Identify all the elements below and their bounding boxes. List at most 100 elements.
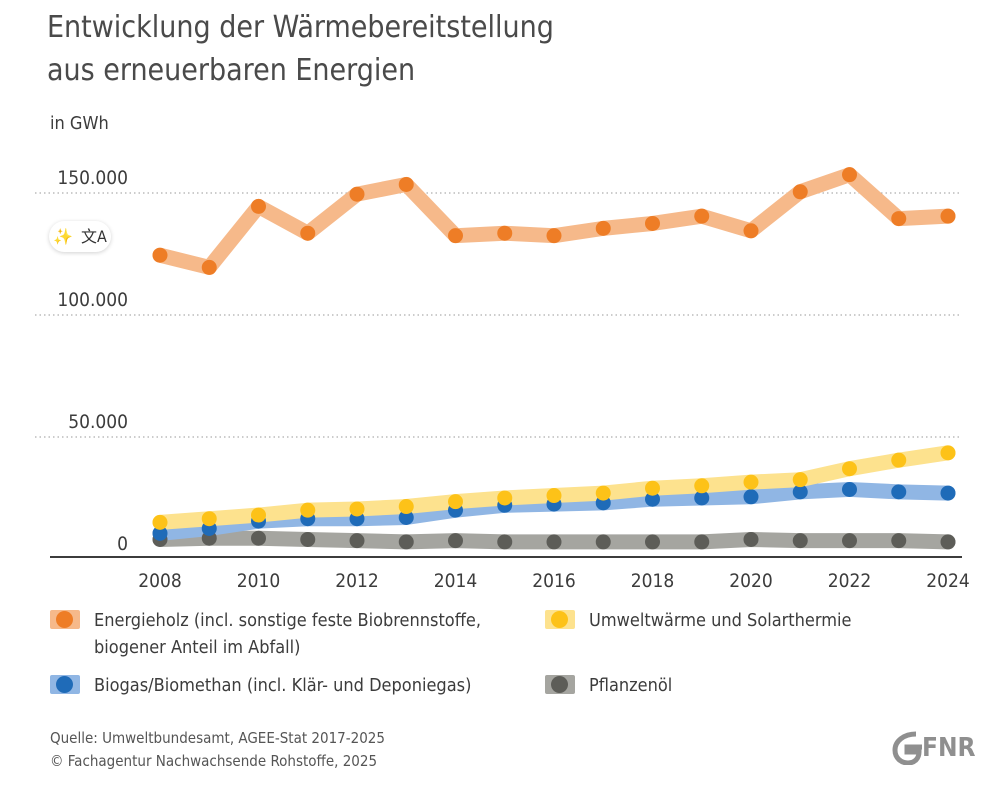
legend-label-biogas: Biogas/Biomethan (incl. Klär- und Deponi… bbox=[94, 675, 472, 696]
fnr-logo-text: FNR bbox=[922, 733, 976, 763]
series-0-point bbox=[398, 176, 414, 192]
series-1-point bbox=[842, 461, 857, 477]
fnr-logo-icon bbox=[892, 731, 922, 765]
series-3-point bbox=[694, 534, 710, 550]
magic-wand-icon[interactable]: ✨ bbox=[53, 226, 74, 246]
legend-swatch-umweltwaerme bbox=[545, 610, 575, 629]
source-line: Quelle: Umweltbundesamt, AGEE-Stat 2017-… bbox=[50, 729, 385, 747]
series-1-point bbox=[398, 499, 414, 515]
legend-item-umweltwaerme: Umweltwärme und Solarthermie bbox=[545, 607, 851, 634]
legend-marker-energieholz bbox=[56, 611, 73, 628]
series-0-point bbox=[940, 208, 956, 224]
legend-marker-biogas bbox=[56, 676, 73, 693]
fnr-logo: FNR bbox=[892, 731, 976, 765]
series-2-point bbox=[891, 484, 907, 500]
series-0-point bbox=[546, 228, 562, 244]
legend-item-biogas: Biogas/Biomethan (incl. Klär- und Deponi… bbox=[50, 672, 471, 699]
series-0-point bbox=[448, 228, 463, 244]
x-tick-label: 2016 bbox=[532, 570, 576, 592]
legend-label-energieholz-line1: Energieholz (incl. sonstige feste Biobre… bbox=[94, 610, 481, 631]
source-note: Quelle: Umweltbundesamt, AGEE-Stat 2017-… bbox=[50, 727, 385, 773]
series-3-point bbox=[940, 534, 956, 550]
legend-label-pflanzenoel: Pflanzenöl bbox=[589, 675, 673, 696]
series-0-point bbox=[300, 225, 316, 241]
series-2-point bbox=[842, 481, 857, 497]
legend-swatch-energieholz bbox=[50, 610, 80, 629]
series-1-point bbox=[694, 478, 710, 494]
series-1-point bbox=[251, 507, 266, 523]
series-3-point bbox=[546, 534, 562, 550]
series-3-point bbox=[595, 534, 611, 550]
series-1-point bbox=[152, 514, 168, 530]
series-3-point bbox=[300, 531, 316, 547]
series-1-point bbox=[201, 511, 217, 527]
x-tick-label: 2014 bbox=[434, 570, 478, 592]
series-3-point bbox=[743, 531, 759, 547]
series-2-point bbox=[152, 525, 168, 541]
series-0-point bbox=[595, 220, 611, 236]
series-band-0 bbox=[152, 167, 956, 275]
series-1-point bbox=[645, 480, 660, 496]
x-tick-label: 2018 bbox=[631, 570, 675, 592]
legend-swatch-biogas bbox=[50, 675, 80, 694]
series-1-point bbox=[595, 485, 611, 501]
series-1-point bbox=[940, 445, 956, 461]
series-0-point bbox=[645, 215, 660, 231]
x-tick-label: 2010 bbox=[237, 570, 281, 592]
x-tick-label: 2020 bbox=[729, 570, 773, 592]
series-0-point bbox=[349, 186, 365, 202]
series-3-point bbox=[398, 534, 414, 550]
y-tick-label: 150.000 bbox=[57, 167, 128, 189]
series-1-point bbox=[743, 474, 759, 490]
chart-title-line1: Entwicklung der Wärmebereitstellung bbox=[47, 10, 554, 45]
y-tick-label: 50.000 bbox=[68, 411, 128, 433]
series-3-point bbox=[842, 533, 857, 549]
series-0-point bbox=[201, 259, 217, 275]
series-3-point bbox=[645, 534, 660, 550]
series-0-point bbox=[891, 211, 907, 227]
y-tick-label: 0 bbox=[117, 533, 128, 555]
series-0-point bbox=[792, 184, 808, 200]
series-3-point bbox=[792, 533, 808, 549]
series-2-point bbox=[940, 485, 956, 501]
legend-label-energieholz-line2: biogener Anteil im Abfall) bbox=[94, 637, 301, 658]
copyright-line: © Fachagentur Nachwachsende Rohstoffe, 2… bbox=[50, 752, 378, 770]
series-0-point bbox=[152, 247, 168, 263]
series-3-point bbox=[349, 533, 365, 549]
series-2-point bbox=[645, 491, 660, 507]
series-2-point bbox=[792, 484, 808, 500]
y-axis-unit-label: in GWh bbox=[50, 113, 109, 134]
legend-label-umweltwaerme: Umweltwärme und Solarthermie bbox=[589, 610, 852, 631]
series-3-point bbox=[497, 534, 513, 550]
series-0-point bbox=[497, 225, 513, 241]
series-0-point bbox=[694, 208, 710, 224]
legend-marker-pflanzenoel bbox=[551, 676, 568, 693]
legend-item-energieholz: Energieholz (incl. sonstige feste Biobre… bbox=[50, 607, 481, 661]
series-3-point bbox=[891, 533, 907, 549]
series-0-point bbox=[842, 167, 857, 183]
series-1-point bbox=[300, 502, 316, 518]
series-2-point bbox=[743, 489, 759, 505]
y-tick-label: 100.000 bbox=[57, 289, 128, 311]
series-1-point bbox=[891, 452, 907, 468]
chart-title-line2: aus erneuerbaren Energien bbox=[47, 53, 416, 88]
legend-swatch-pflanzenoel bbox=[545, 675, 575, 694]
translate-icon[interactable]: 文A bbox=[81, 226, 107, 246]
series-3-point bbox=[448, 533, 463, 549]
x-tick-label: 2024 bbox=[926, 570, 970, 592]
series-2-point bbox=[398, 510, 414, 525]
series-1-point bbox=[448, 494, 463, 510]
x-tick-label: 2012 bbox=[335, 570, 379, 592]
series-3-point bbox=[251, 530, 266, 546]
chart-title: Entwicklung der Wärmebereitstellung aus … bbox=[47, 6, 747, 92]
series-1-point bbox=[792, 472, 808, 488]
translate-overlay[interactable]: ✨ 文A bbox=[49, 221, 111, 252]
legend-item-pflanzenoel: Pflanzenöl bbox=[545, 672, 672, 699]
series-0-point bbox=[743, 223, 759, 239]
series-0-point bbox=[251, 198, 266, 214]
x-tick-label: 2022 bbox=[828, 570, 872, 592]
series-1-point bbox=[349, 501, 365, 517]
legend-marker-umweltwaerme bbox=[551, 611, 568, 628]
series-1-point bbox=[546, 488, 562, 504]
